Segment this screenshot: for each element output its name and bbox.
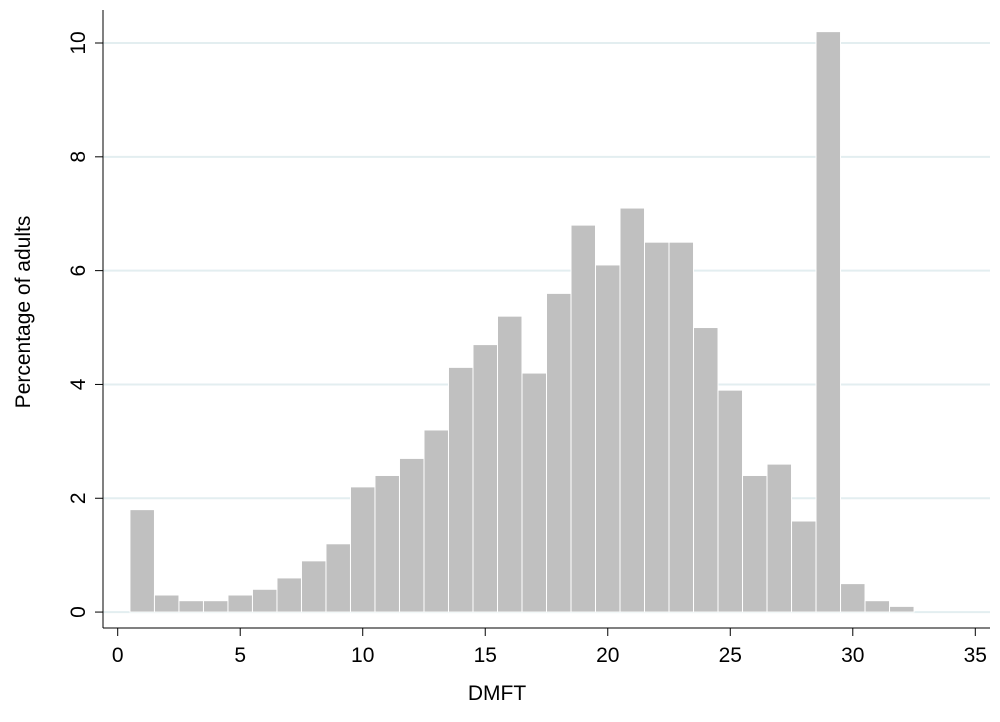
bar: [423, 429, 449, 613]
bar: [398, 457, 425, 613]
bar: [374, 474, 400, 613]
bar: [889, 605, 915, 613]
bar: [251, 588, 278, 613]
bar: [791, 520, 817, 613]
y-tick-label: 6: [67, 265, 90, 277]
x-tick-label: 25: [719, 644, 742, 667]
bar: [742, 474, 768, 613]
bar: [766, 463, 793, 613]
y-tick-label: 4: [67, 378, 90, 390]
bar: [300, 560, 327, 613]
x-tick-label: 5: [234, 644, 246, 667]
bar: [570, 224, 597, 613]
bar: [129, 509, 155, 613]
bar: [717, 389, 744, 613]
x-tick-label: 10: [351, 644, 374, 667]
y-axis-label: Percentage of adults: [12, 216, 35, 409]
y-tick-label: 10: [67, 31, 90, 54]
y-tick-label: 8: [67, 151, 90, 163]
bar: [349, 486, 376, 613]
x-tick-label: 30: [841, 644, 864, 667]
bar: [521, 372, 548, 613]
bar: [496, 315, 523, 613]
bar: [153, 594, 180, 613]
bar: [619, 207, 646, 613]
x-tick-label: 15: [474, 644, 497, 667]
bar: [693, 327, 719, 613]
bar: [668, 241, 695, 613]
bar: [325, 543, 351, 613]
y-tick-label: 0: [67, 606, 90, 618]
bar: [202, 600, 229, 613]
bar: [644, 241, 670, 613]
bar: [864, 600, 891, 613]
bar: [447, 366, 474, 613]
x-tick-label: 35: [964, 644, 987, 667]
bar: [595, 264, 621, 613]
bar: [840, 583, 866, 613]
x-tick-label: 20: [596, 644, 619, 667]
y-tick-label: 2: [67, 492, 90, 504]
x-tick-label: 0: [112, 644, 124, 667]
bar: [178, 600, 204, 613]
bar: [276, 577, 302, 613]
bar: [472, 344, 498, 613]
bar: [227, 594, 253, 613]
bar: [546, 292, 572, 613]
bar: [815, 31, 842, 613]
x-axis-label: DMFT: [468, 682, 526, 705]
